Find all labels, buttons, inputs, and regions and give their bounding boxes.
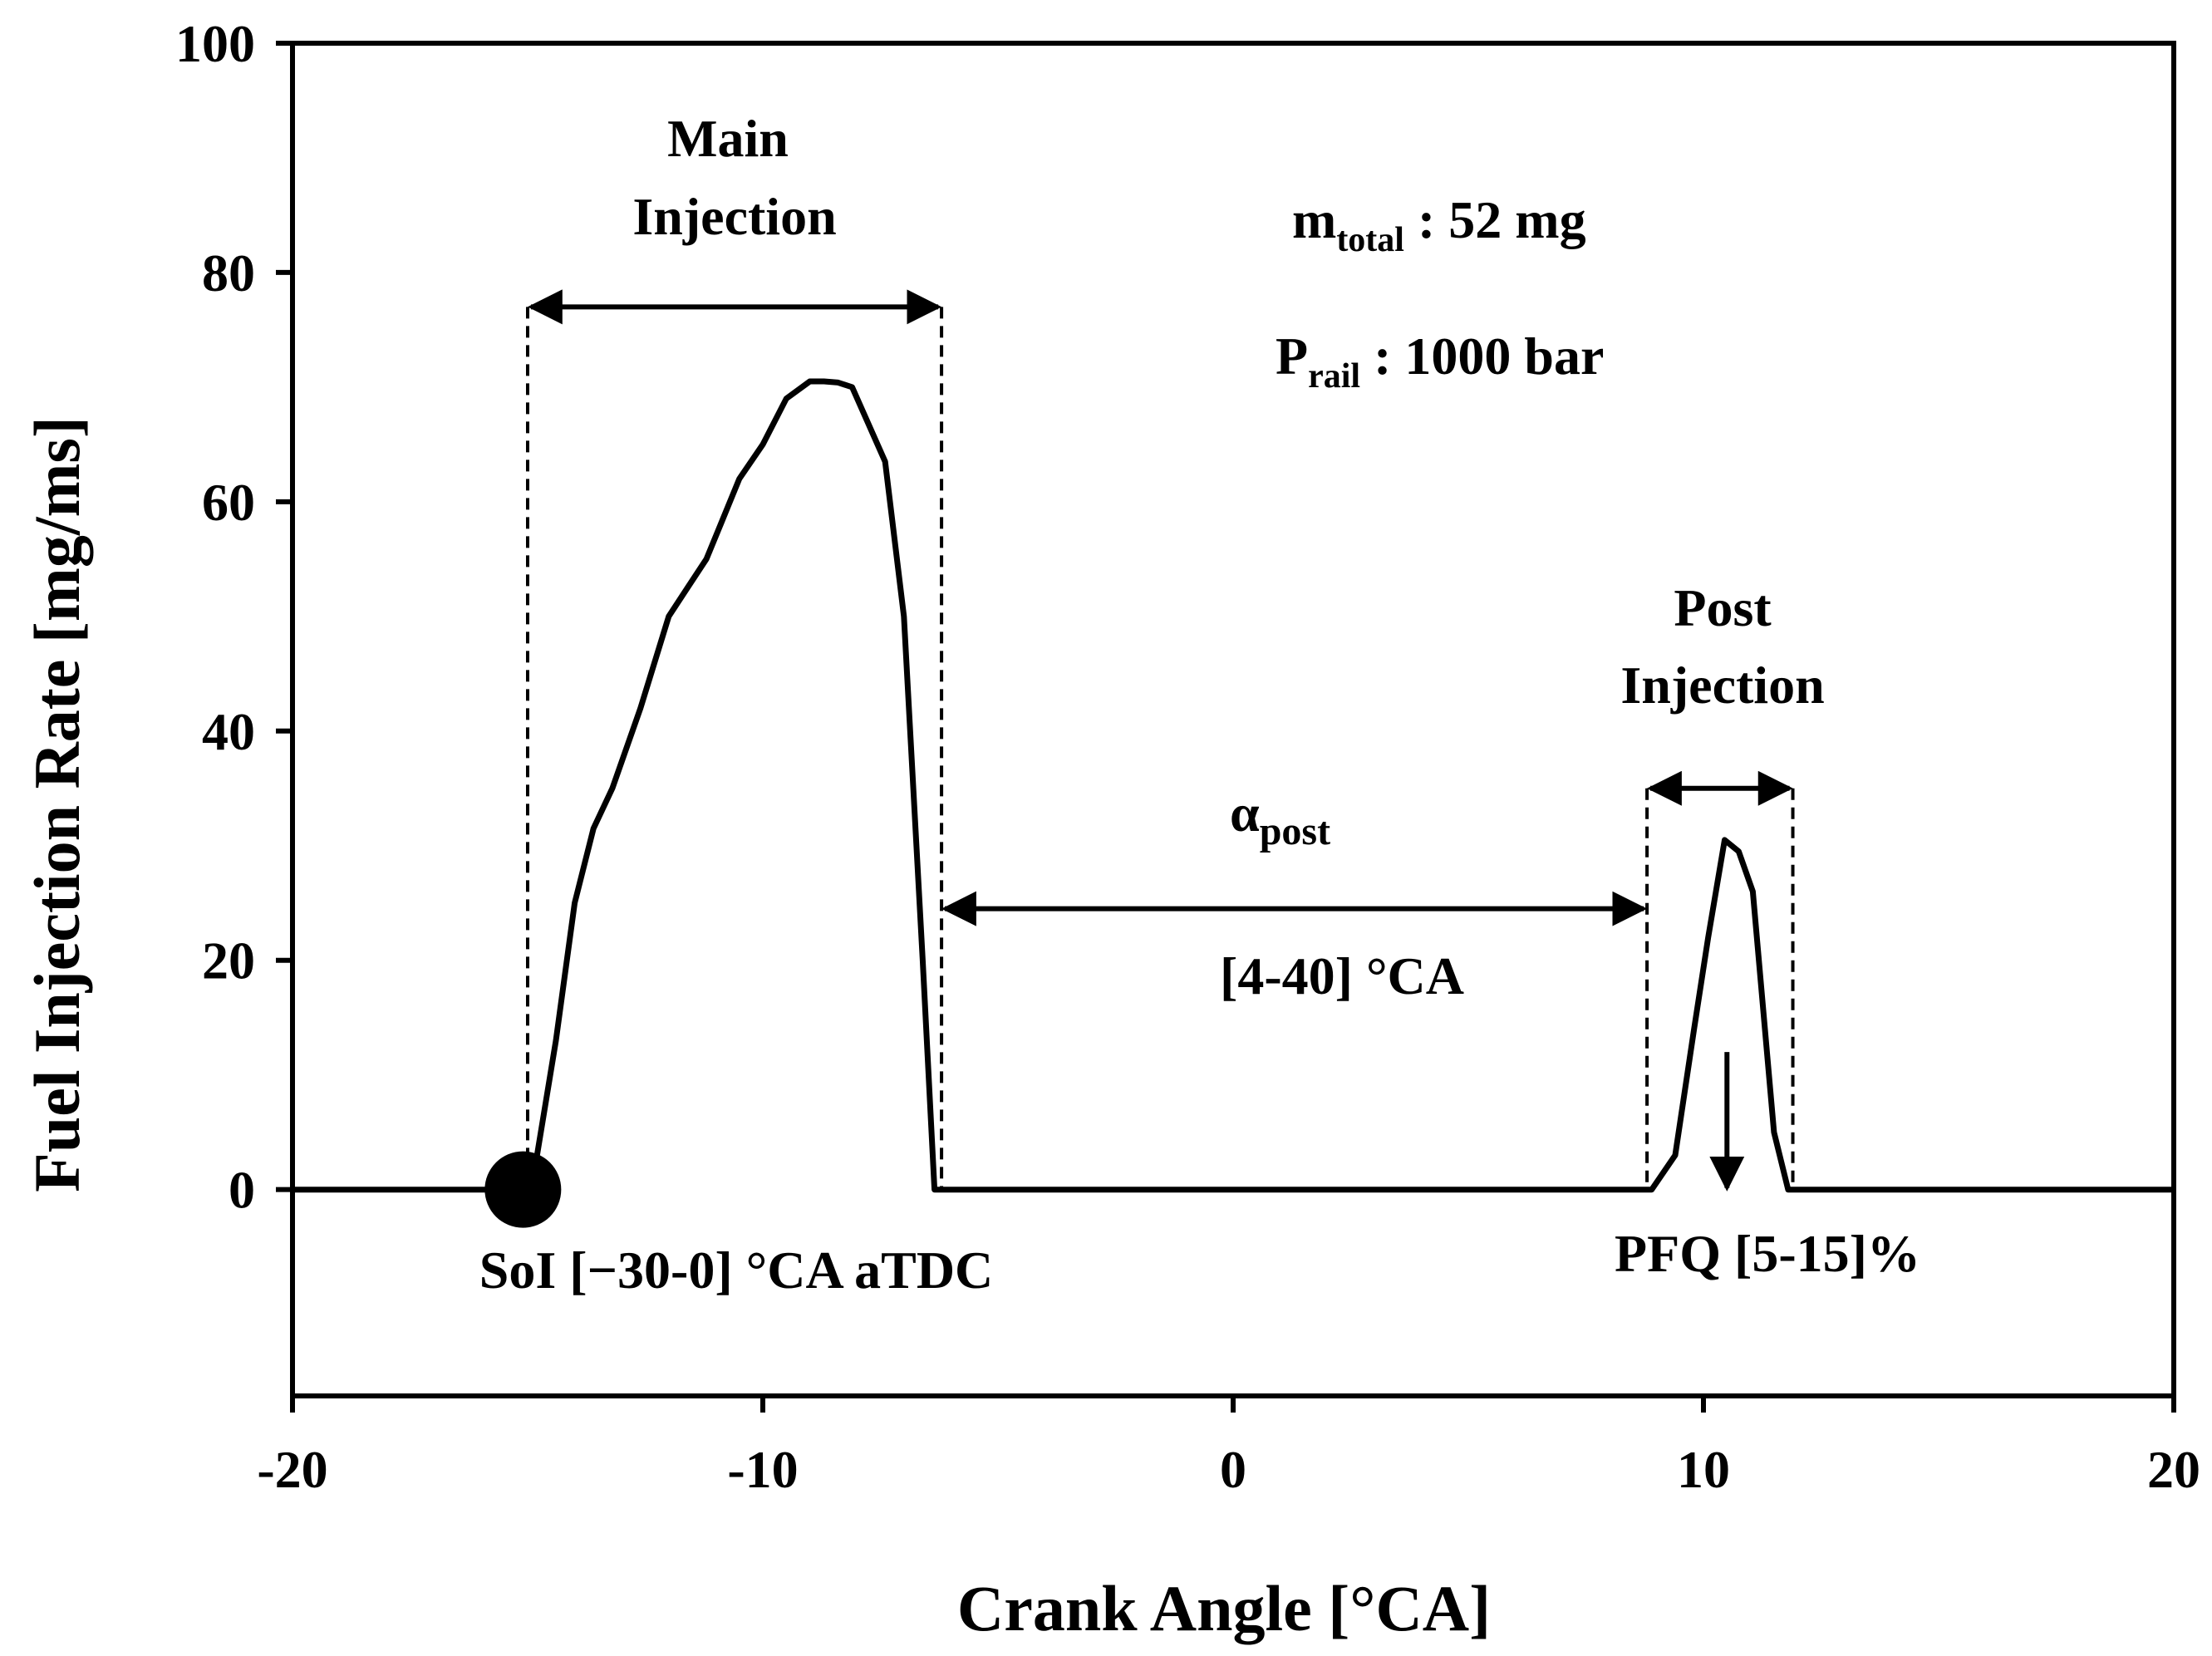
y-tick-label: 80 (202, 243, 255, 302)
soi-marker (484, 1151, 562, 1228)
m-total-value: : 52 mg (1404, 190, 1586, 249)
pfq-label: PFQ [5-15]% (1615, 1224, 1920, 1283)
x-tick-label: 0 (1220, 1440, 1246, 1499)
alpha-post-label: αpost (1230, 784, 1330, 853)
x-tick-label: -10 (727, 1440, 798, 1499)
x-tick-label: -20 (257, 1440, 327, 1499)
x-axis-title: Crank Angle [°CA] (957, 1572, 1491, 1644)
main-injection-label-line1: Main (667, 109, 789, 168)
soi-label: SoI [−30-0] °CA aTDC (479, 1241, 994, 1300)
y-tick-label: 20 (202, 931, 255, 990)
x-axis-ticks: -20 -10 0 10 20 (257, 1396, 2200, 1499)
p-rail-base: P (1276, 327, 1308, 386)
post-injection-label-line2: Injection (1620, 656, 1824, 715)
y-tick-label: 100 (175, 14, 255, 73)
m-total-label: mtotal : 52 mg (1292, 190, 1586, 259)
alpha-post-sub: post (1260, 809, 1330, 853)
y-axis-title: Fuel Injection Rate [mg/ms] (21, 416, 93, 1192)
injection-rate-line (292, 378, 2174, 1193)
y-tick-label: 40 (202, 702, 255, 761)
y-tick-label: 60 (202, 473, 255, 532)
m-total-sub: total (1336, 221, 1404, 259)
x-tick-label: 10 (1677, 1440, 1730, 1499)
dwell-range-label: [4-40] °CA (1220, 946, 1464, 1005)
p-rail-label: Prail : 1000 bar (1276, 327, 1604, 396)
m-total-base: m (1292, 190, 1336, 249)
main-injection-label-line2: Injection (632, 187, 836, 246)
post-injection-label-line1: Post (1674, 578, 1772, 637)
alpha-post-base: α (1230, 784, 1260, 843)
y-axis-ticks: 0 20 40 60 80 100 (175, 14, 292, 1220)
injection-window-guides (526, 289, 1795, 1192)
plot-area-frame (290, 41, 2176, 1398)
x-tick-label: 20 (2147, 1440, 2200, 1499)
p-rail-sub: rail (1308, 357, 1360, 396)
p-rail-value: : 1000 bar (1360, 327, 1604, 386)
y-tick-label: 0 (229, 1161, 255, 1220)
